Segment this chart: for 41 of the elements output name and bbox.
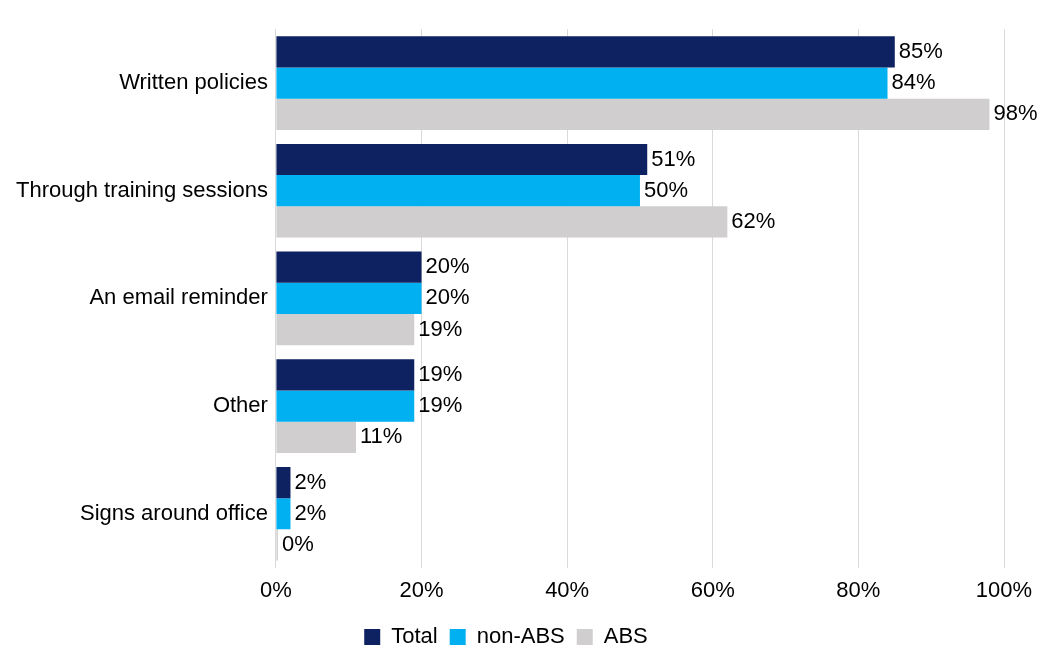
data-label: 20% [425, 253, 470, 279]
bar [276, 175, 640, 207]
bar [276, 421, 356, 453]
bar [276, 36, 895, 68]
x-tick-label: 80% [836, 576, 881, 602]
bar [276, 282, 422, 315]
data-label: 19% [418, 360, 463, 386]
bar [276, 359, 415, 391]
data-label: 51% [651, 145, 696, 171]
y-tick-label: Through training sessions [15, 176, 268, 202]
y-tick-label: Other [212, 392, 268, 418]
data-label: 85% [898, 37, 943, 63]
data-label: 11% [360, 423, 403, 449]
y-tick-label: Written policies [119, 69, 268, 95]
bar [276, 498, 291, 530]
y-tick-label: Signs around office [79, 499, 268, 525]
data-label: 2% [294, 468, 327, 494]
legend-label: non-ABS [476, 623, 565, 649]
bar [276, 251, 422, 283]
data-label: 2% [294, 499, 327, 525]
x-tick-label: 100% [975, 576, 1033, 602]
legend-label: Total [391, 623, 438, 649]
bar [276, 314, 415, 346]
data-label: 62% [731, 208, 776, 234]
bar [276, 466, 291, 499]
data-label: 84% [891, 69, 936, 95]
data-label: 50% [643, 176, 688, 202]
y-tick-label: An email reminder [89, 284, 268, 310]
legend-label: ABS [603, 623, 648, 649]
bar [276, 67, 888, 99]
data-label: 19% [418, 315, 463, 341]
x-tick-label: 20% [399, 576, 444, 602]
x-tick-label: 60% [690, 576, 735, 602]
bar [276, 143, 648, 176]
data-label: 19% [418, 392, 463, 418]
x-tick-label: 40% [545, 576, 590, 602]
x-tick-label: 0% [260, 576, 292, 602]
data-label: 20% [425, 284, 470, 310]
data-label: 98% [993, 100, 1038, 126]
data-label: 0% [281, 531, 314, 557]
bar [276, 390, 415, 422]
